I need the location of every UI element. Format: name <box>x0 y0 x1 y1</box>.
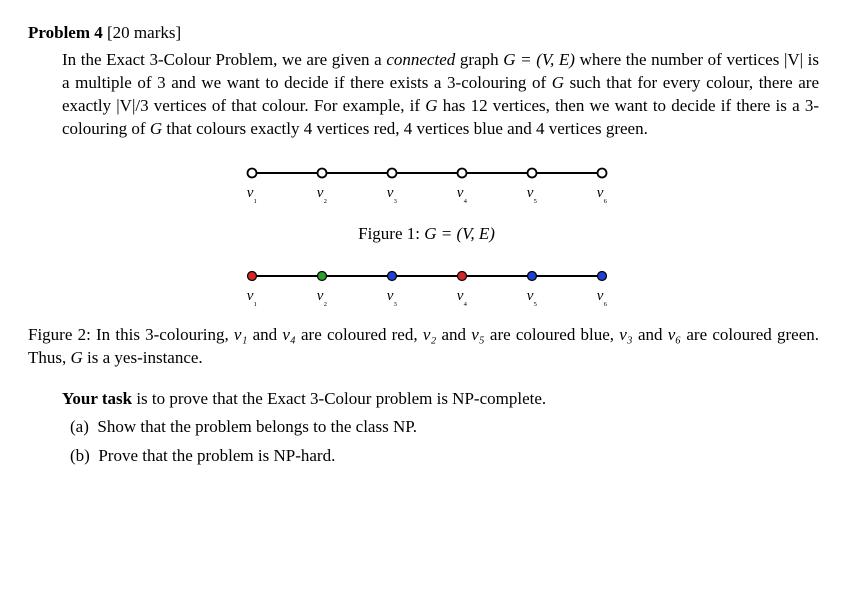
fig2-v: v₁ <box>234 325 247 344</box>
task-item-a: (a) Show that the problem belongs to the… <box>70 416 825 439</box>
fig2-v: v₂ <box>423 325 436 344</box>
graph-node <box>457 271 466 280</box>
fig2-v: v₃ <box>619 325 632 344</box>
item-a-label: (a) <box>70 417 89 436</box>
item-b-label: (b) <box>70 446 90 465</box>
graph-node <box>597 168 606 177</box>
fig1-cap-b: G = (V, E) <box>424 224 495 243</box>
item-b-text: Prove that the problem is NP-hard. <box>98 446 335 465</box>
graph-node <box>527 271 536 280</box>
fig2-cap: are coloured red, <box>296 325 423 344</box>
fig2-g: G <box>71 348 83 367</box>
graph-node <box>387 271 396 280</box>
fig2-v: v₆ <box>668 325 681 344</box>
vertex-label: v₂ <box>316 185 327 204</box>
fig2-cap: and <box>633 325 668 344</box>
graph-node <box>317 168 326 177</box>
task-item-b: (b) Prove that the problem is NP-hard. <box>70 445 825 468</box>
fig2-cap: Figure 2: In this 3-colouring, <box>28 325 234 344</box>
intro-g: G <box>552 73 564 92</box>
vertex-label: v₃ <box>386 288 397 307</box>
figure-2-caption: Figure 2: In this 3-colouring, v₁ and v₄… <box>28 324 819 370</box>
intro-paragraph: In the Exact 3-Colour Problem, we are gi… <box>62 49 819 141</box>
vertex-label: v₁ <box>246 185 257 204</box>
vertex-label: v₁ <box>246 288 257 307</box>
fig2-cap: and <box>436 325 471 344</box>
figure-1-caption: Figure 1: G = (V, E) <box>28 223 825 246</box>
vertex-label: v₆ <box>596 288 607 307</box>
fig2-v: v₅ <box>471 325 484 344</box>
task-rest: is to prove that the Exact 3-Colour prob… <box>132 389 546 408</box>
fig1-cap-a: Figure 1: <box>358 224 424 243</box>
vertex-label: v₄ <box>456 288 467 307</box>
intro-text: that colours exactly 4 vertices red, 4 v… <box>162 119 648 138</box>
problem-header: Problem 4 [20 marks] <box>28 22 825 45</box>
fig2-cap: and <box>247 325 282 344</box>
vertex-label: v₃ <box>386 185 397 204</box>
graph-node <box>387 168 396 177</box>
task-line: Your task is to prove that the Exact 3-C… <box>62 388 825 411</box>
problem-marks: [20 marks] <box>107 23 181 42</box>
intro-text: graph <box>455 50 503 69</box>
figure-1-svg: v₁ v₂ v₃ v₄ v₅ v₆ <box>217 163 637 207</box>
graph-node <box>527 168 536 177</box>
graph-node <box>597 271 606 280</box>
your-task-label: Your task <box>62 389 132 408</box>
figure-2-graph: v₁ v₂ v₃ v₄ v₅ v₆ <box>28 266 825 310</box>
intro-text: In the Exact 3-Colour Problem, we are gi… <box>62 50 386 69</box>
fig2-cap: are coloured blue, <box>485 325 620 344</box>
vertex-label: v₄ <box>456 185 467 204</box>
vertex-label: v₅ <box>526 288 537 307</box>
intro-g: G <box>150 119 162 138</box>
graph-node <box>247 271 256 280</box>
graph-node <box>317 271 326 280</box>
intro-g: G <box>425 96 437 115</box>
intro-connected: connected <box>386 50 455 69</box>
problem-label: Problem 4 <box>28 23 103 42</box>
vertex-label: v₅ <box>526 185 537 204</box>
fig2-v: v₄ <box>282 325 295 344</box>
fig2-cap: is a yes-instance. <box>83 348 203 367</box>
figure-2-svg: v₁ v₂ v₃ v₄ v₅ v₆ <box>217 266 637 310</box>
graph-node <box>457 168 466 177</box>
intro-g-eq: G = (V, E) <box>503 50 575 69</box>
graph-node <box>247 168 256 177</box>
item-a-text: Show that the problem belongs to the cla… <box>97 417 417 436</box>
figure-1-graph: v₁ v₂ v₃ v₄ v₅ v₆ <box>28 163 825 207</box>
vertex-label: v₆ <box>596 185 607 204</box>
vertex-label: v₂ <box>316 288 327 307</box>
